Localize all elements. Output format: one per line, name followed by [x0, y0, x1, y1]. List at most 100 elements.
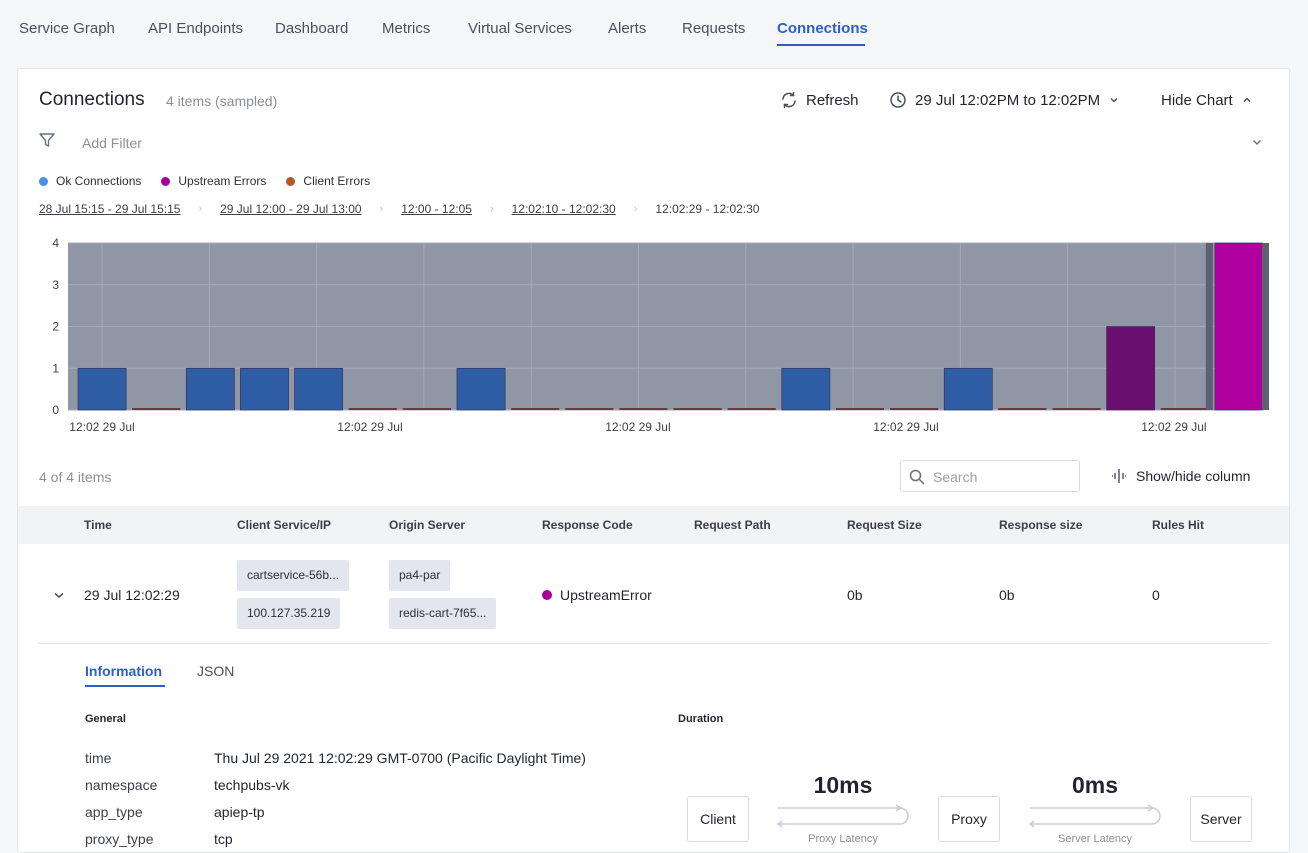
chevron-right-icon: › [379, 203, 384, 215]
bar [294, 367, 343, 411]
tab-api-endpoints[interactable]: API Endpoints [148, 20, 244, 37]
duration-server-box: Server [1190, 796, 1252, 842]
chevron-down-icon[interactable] [1250, 135, 1264, 149]
legend-dot [286, 176, 296, 186]
bar [240, 367, 289, 411]
tab-json[interactable]: JSON [197, 663, 235, 679]
proxy-latency-arrow [776, 804, 909, 828]
search-icon [909, 469, 925, 485]
columns-icon [1112, 469, 1126, 483]
selection-handle-right [1262, 243, 1269, 410]
cell-response-size: 0b [999, 587, 1015, 603]
x-tick-label: 12:02 29 Jul [69, 420, 134, 434]
item-count: 4 items (sampled) [166, 93, 278, 109]
chevron-down-icon [1110, 97, 1118, 103]
y-tick-label: 2 [52, 320, 59, 334]
time-breadcrumb: 28 Jul 15:15 - 29 Jul 15:15 › 29 Jul 12:… [39, 202, 759, 216]
chip-client-ip[interactable]: 100.127.35.219 [237, 598, 341, 629]
tab-alerts[interactable]: Alerts [608, 20, 647, 37]
tab-service-graph[interactable]: Service Graph [19, 20, 115, 37]
table-row[interactable]: 29 Jul 12:02:29 cartservice-56b... 100.1… [18, 544, 1289, 644]
y-tick-label: 3 [52, 278, 59, 292]
field-value: apiep-tp [214, 804, 265, 820]
bar-empty [1160, 408, 1209, 410]
chip-client-service[interactable]: cartservice-56b... [237, 560, 350, 591]
column-header-request-size[interactable]: Request Size [847, 518, 922, 532]
chevron-right-icon: › [198, 203, 203, 215]
cell-request-size: 0b [847, 587, 863, 603]
active-detail-tab-indicator [85, 685, 165, 687]
filter-bar[interactable]: Add Filter [38, 131, 1264, 155]
tab-connections[interactable]: Connections [777, 20, 868, 37]
x-tick-label: 12:02 29 Jul [337, 420, 402, 434]
field-value: tcp [214, 831, 233, 847]
bar-empty [835, 408, 885, 410]
legend-ok-connections[interactable]: Ok Connections [39, 174, 141, 188]
show-hide-column-label: Show/hide column [1136, 468, 1251, 484]
time-range-select[interactable]: 29 Jul 12:02PM to 12:02PM [889, 89, 1120, 111]
breadcrumb-current: 12:02:29 - 12:02:30 [655, 202, 760, 216]
column-header-origin[interactable]: Origin Server [389, 518, 466, 532]
bar [943, 367, 993, 411]
y-tick-label: 1 [52, 361, 59, 375]
response-code-text: UpstreamError [560, 587, 652, 603]
bar-empty [348, 408, 397, 410]
cell-rules-hit: 0 [1152, 587, 1160, 603]
active-tab-indicator [777, 44, 865, 46]
show-hide-column-button[interactable]: Show/hide column [1110, 467, 1250, 485]
duration-proxy-box: Proxy [938, 796, 1000, 842]
tab-dashboard[interactable]: Dashboard [275, 20, 349, 37]
column-header-client[interactable]: Client Service/IP [237, 518, 332, 532]
general-section-title: General [85, 713, 126, 725]
breadcrumb-item[interactable]: 29 Jul 12:00 - 29 Jul 13:00 [220, 202, 362, 216]
search-input[interactable] [933, 467, 1073, 487]
column-header-rules-hit[interactable]: Rules Hit [1152, 518, 1205, 532]
refresh-icon [782, 91, 796, 109]
server-latency-label: Server Latency [1058, 833, 1132, 845]
x-tick-label: 12:02 29 Jul [873, 420, 938, 434]
chevron-down-icon[interactable] [52, 588, 66, 602]
chevron-right-icon: › [633, 203, 638, 215]
field-value: techpubs-vk [214, 777, 290, 793]
duration-client-box: Client [687, 796, 749, 842]
tab-metrics[interactable]: Metrics [382, 20, 431, 37]
tab-requests[interactable]: Requests [682, 20, 746, 37]
chip-origin-server[interactable]: redis-cart-7f65... [389, 598, 497, 629]
legend-label: Client Errors [303, 174, 371, 188]
chip-origin-pop[interactable]: pa4-par [389, 560, 451, 591]
bar-empty [673, 408, 722, 410]
column-header-response-code[interactable]: Response Code [542, 518, 633, 532]
clock-icon [890, 92, 906, 108]
hide-chart-label: Hide Chart [1161, 91, 1233, 109]
tab-virtual-services[interactable]: Virtual Services [468, 20, 572, 37]
column-header-response-size[interactable]: Response size [999, 518, 1083, 532]
connections-chart[interactable]: 0 1 2 3 4 12:02 29 Jul 12:02 29 Jul 12:02 29 Ju… [18, 235, 1290, 439]
legend-client-errors[interactable]: Client Errors [286, 174, 370, 188]
status-dot [542, 590, 552, 600]
table-item-count: 4 of 4 items [39, 469, 112, 485]
legend-dot [161, 176, 171, 186]
cell-response-code: UpstreamError [542, 587, 652, 603]
time-range-label: 29 Jul 12:02PM to 12:02PM [915, 91, 1101, 109]
column-header-time[interactable]: Time [84, 518, 112, 532]
bar-empty [1052, 408, 1101, 410]
bar-empty [998, 408, 1047, 410]
column-header-request-path[interactable]: Request Path [694, 518, 771, 532]
bar [456, 367, 506, 411]
field-key: app_type [85, 804, 143, 820]
tab-information[interactable]: Information [85, 663, 162, 679]
search-box [900, 460, 1080, 492]
hide-chart-button[interactable]: Hide Chart [1161, 89, 1253, 111]
connections-panel: Connections 4 items (sampled) Refresh 29… [17, 68, 1290, 853]
field-key: proxy_type [85, 831, 154, 847]
proxy-latency-value: 10ms [813, 772, 873, 798]
breadcrumb-item[interactable]: 12:00 - 12:05 [401, 202, 472, 216]
bar-empty [619, 408, 668, 410]
refresh-label: Refresh [806, 91, 859, 109]
refresh-button[interactable]: Refresh [780, 89, 859, 111]
breadcrumb-item[interactable]: 12:02:10 - 12:02:30 [511, 202, 616, 216]
breadcrumb-item[interactable]: 28 Jul 15:15 - 29 Jul 15:15 [39, 202, 181, 216]
legend-upstream-errors[interactable]: Upstream Errors [161, 174, 266, 188]
chevron-up-icon [1243, 97, 1251, 103]
filter-input[interactable]: Add Filter [82, 135, 142, 151]
